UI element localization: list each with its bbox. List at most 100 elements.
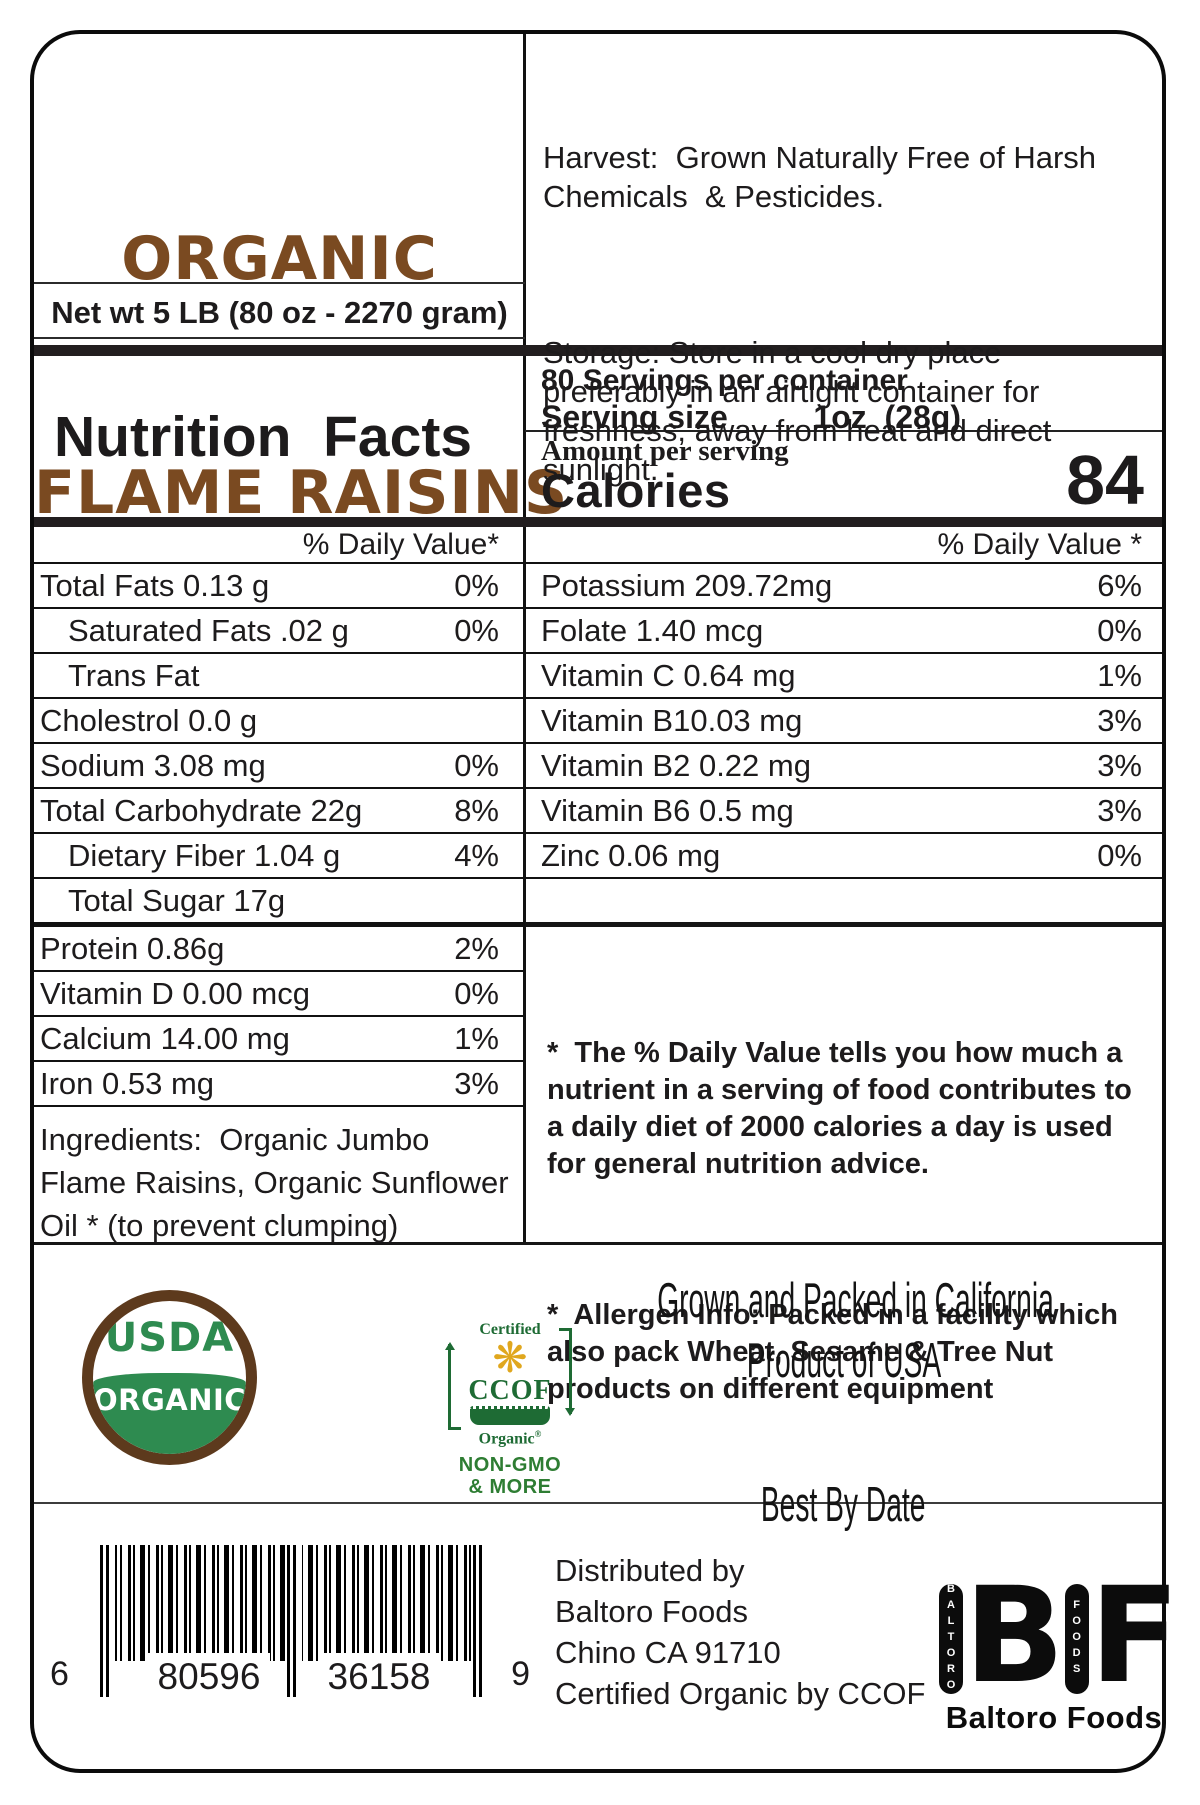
divider [34, 282, 525, 284]
divider [525, 430, 1162, 432]
nutrient-daily-value: 0% [454, 975, 499, 1011]
amount-per-serving-label: Amount per serving [541, 435, 789, 467]
nutrient-label: Sodium 3.08 mg [40, 747, 266, 783]
nutrient-rows-left: Total Fats 0.13 g 0% Saturated Fats .02 g 0… [34, 564, 525, 1107]
nutrient-label: Vitamin B10.03 mg [541, 702, 803, 738]
ccof-certified-text: Certified [479, 1321, 541, 1338]
calories-label: Calories [541, 464, 731, 517]
table-row: Vitamin C 0.64 mg 1% [525, 654, 1162, 699]
nutrient-daily-value: 3% [454, 1065, 499, 1101]
table-row: Vitamin D 0.00 mcg 0% [34, 972, 525, 1017]
divider [34, 337, 525, 339]
barcode-digit-right: 9 [511, 1655, 530, 1693]
ingredients-text: Ingredients: Organic Jumbo Flame Raisins… [40, 1122, 518, 1243]
serving-size-row: Serving size 1oz (28g) [541, 398, 961, 436]
usda-organic-text: ORGANIC [93, 1372, 246, 1454]
nutrient-label: Total Fats 0.13 g [40, 567, 270, 603]
non-gmo-line: NON-GMO [458, 1454, 562, 1477]
distributor-line: Chino CA 91710 [555, 1635, 781, 1670]
nutrient-daily-value: 3% [1097, 792, 1142, 828]
origin-block: Grown and Packed in California Product o… [525, 1270, 1162, 1534]
nutrient-daily-value: 2% [454, 930, 499, 966]
divider [34, 1502, 1162, 1504]
nutrient-label: Potassium 209.72mg [541, 567, 833, 603]
table-row [525, 879, 1162, 922]
product-title-line1: ORGANIC [121, 224, 438, 294]
serving-size-label: Serving size [541, 399, 728, 435]
nutrient-label: Calcium 14.00 mg [40, 1020, 290, 1056]
nutrition-table-right: % Daily Value * Potassium 209.72mg 6% Fola… [525, 527, 1162, 927]
ccof-name: CCOF [468, 1375, 552, 1406]
distributor-line: Distributed by [555, 1553, 745, 1588]
nutrient-label: Zinc 0.06 mg [541, 837, 721, 873]
nutrient-daily-value: 3% [1097, 702, 1142, 738]
servings-per-container: 80 Servings per container [541, 364, 908, 397]
table-row: Calcium 14.00 mg 1% [34, 1017, 525, 1062]
product-title-line2: FLAME RAISINS [34, 458, 569, 528]
usda-seal-text: USDA [104, 1314, 235, 1361]
table-row: Folate 1.40 mcg 0% [525, 609, 1162, 654]
nutrient-label: Protein 0.86g [40, 930, 225, 966]
nutrient-daily-value: 0% [1097, 837, 1142, 873]
bf-baltoro-bar: BALTORO [939, 1583, 963, 1695]
barcode-guard-left [100, 1545, 115, 1697]
handling-info: Harvest: Grown Naturally Free of Harsh C… [525, 46, 1162, 567]
daily-value-footnote: * The % Daily Value tells you how much a… [547, 1037, 1140, 1180]
bf-caption: Baltoro Foods [945, 1700, 1163, 1735]
calories-value: 84 [1066, 441, 1144, 519]
registered-mark: ® [534, 1429, 542, 1439]
harvest-note: Harvest: Grown Naturally Free of Harsh C… [543, 140, 1105, 214]
footnotes: * The % Daily Value tells you how much a… [525, 939, 1162, 1482]
nutrient-label: Folate 1.40 mcg [541, 612, 764, 648]
nutrient-daily-value: 4% [454, 837, 499, 873]
baltoro-foods-logo: BALTORO B FOODS F Baltoro Foods [939, 1570, 1180, 1736]
table-row: Iron 0.53 mg 3% [34, 1062, 525, 1105]
thick-divider [34, 517, 1162, 527]
net-weight: Net wt 5 LB (80 oz - 2270 gram) [51, 295, 508, 330]
distributor-block: Distributed by Baltoro Foods Chino CA 9171… [555, 1550, 975, 1714]
nutrient-daily-value: 6% [1097, 567, 1142, 603]
nutrient-daily-value: 3% [1097, 747, 1142, 783]
bf-letter-f: F [1089, 1559, 1180, 1713]
table-row: Cholestrol 0.0 g [34, 699, 525, 744]
barcode-group1: 80596 [147, 1653, 271, 1701]
nutrient-label: Vitamin D 0.00 mcg [40, 975, 310, 1011]
nutrient-daily-value: 1% [1097, 657, 1142, 693]
nutrient-label: Vitamin B2 0.22 mg [541, 747, 811, 783]
sunflower-icon: ❋ [492, 1334, 528, 1381]
nutrient-label: Iron 0.53 mg [40, 1065, 215, 1101]
ccof-arrow-left [445, 1342, 461, 1430]
nutrient-label: Dietary Fiber 1.04 g [68, 837, 341, 873]
nutrient-label: Total Carbohydrate 22g [40, 792, 363, 828]
nutrient-label: Trans Fat [68, 657, 200, 693]
barcode-group2: 36158 [317, 1653, 441, 1701]
daily-value-header-right: % Daily Value * [525, 527, 1162, 564]
table-row: Potassium 209.72mg 6% [525, 564, 1162, 609]
nutrient-label: Total Sugar 17g [68, 882, 286, 918]
nutrient-daily-value: 0% [454, 567, 499, 603]
usda-organic-seal: USDA ORGANIC [82, 1290, 257, 1465]
nutrient-daily-value: 0% [454, 747, 499, 783]
ccof-roots-box [470, 1406, 550, 1425]
ccof-arrow-right [559, 1328, 575, 1416]
ccof-seal: Certified ❋ CCOF Organic® NON-GMO & MORE [445, 1321, 575, 1500]
product-title: ORGANIC FLAME RAISINS [34, 64, 569, 688]
barcode-guard-middle [287, 1545, 302, 1697]
bf-foods-bar: FOODS [1064, 1584, 1089, 1694]
ccof-organic-word: Organic [478, 1430, 535, 1448]
table-row: Protein 0.86g 2% [34, 927, 525, 972]
barcode-guard-right [473, 1545, 488, 1697]
nutrition-facts-title: Nutrition Facts [54, 404, 473, 469]
nutrient-daily-value: 0% [1097, 612, 1142, 648]
nutrient-daily-value: 1% [454, 1020, 499, 1056]
nutrient-daily-value: 8% [454, 792, 499, 828]
nutrient-label: Vitamin C 0.64 mg [541, 657, 796, 693]
daily-value-header-left: % Daily Value* [34, 527, 525, 564]
ccof-organic-text: Organic® [446, 1425, 574, 1448]
nutrient-label: Vitamin B6 0.5 mg [541, 792, 794, 828]
ccof-nongmo-text: NON-GMO & MORE [446, 1454, 574, 1498]
column-divider [523, 34, 526, 1242]
table-row: Total Carbohydrate 22g 8% [34, 789, 525, 834]
table-row: Trans Fat [34, 654, 525, 699]
nutrient-label: Cholestrol 0.0 g [40, 702, 258, 738]
